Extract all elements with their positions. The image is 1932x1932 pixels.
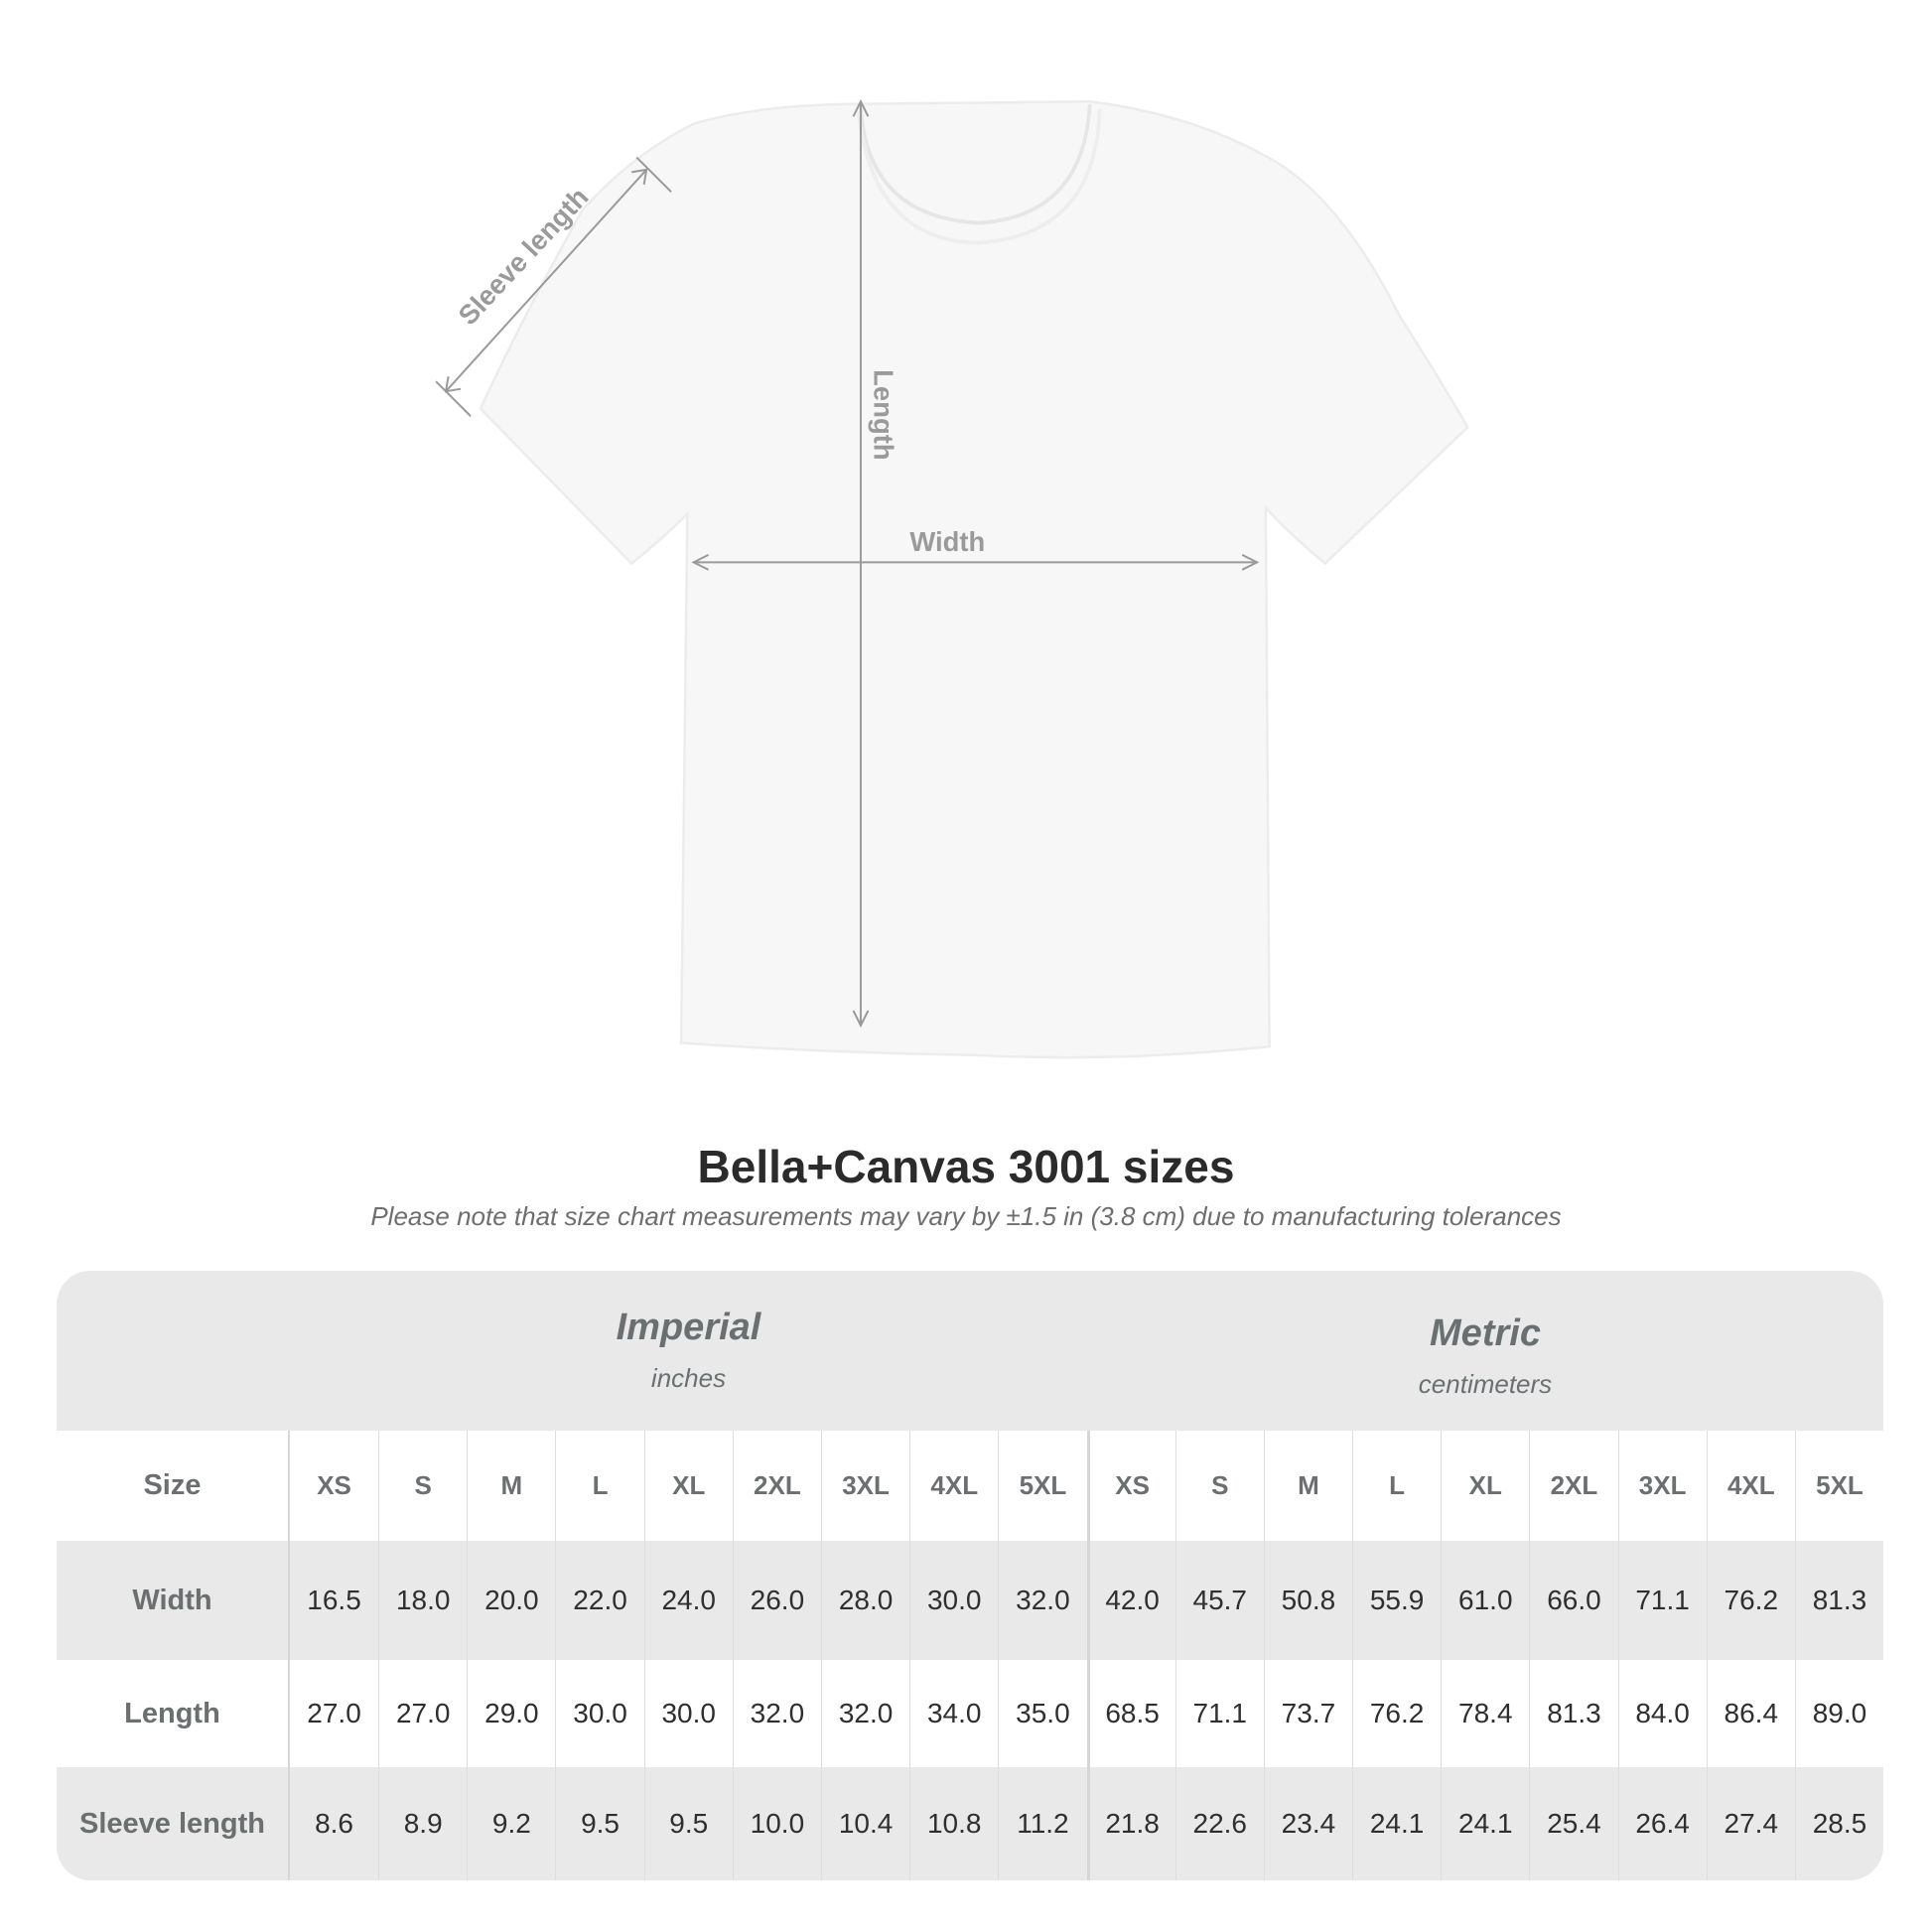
size-header-cell: 3XL [1617,1431,1707,1541]
table-cell: 45.7 [1174,1541,1264,1660]
table-cell: 28.0 [820,1541,909,1660]
table-cell: 71.1 [1617,1541,1707,1660]
table-cell: 84.0 [1617,1660,1707,1767]
tolerance-note: Please note that size chart measurements… [370,1201,1562,1231]
size-header-cell: L [555,1431,643,1541]
table-cell: 22.6 [1174,1767,1264,1880]
table-cell: 89.0 [1794,1660,1883,1767]
metric-header: Metric centimeters [1087,1312,1883,1400]
tshirt-illustration [479,100,1469,1059]
table-cell: 27.0 [307,1698,361,1728]
size-header-cell: 2XL [1529,1431,1617,1541]
size-header-cell: S [378,1431,467,1541]
table-cell: 8.6 [315,1808,353,1839]
size-header-cell: XL [1441,1431,1529,1541]
size-header-cell: XL [643,1431,733,1541]
row-label: Length [57,1660,290,1767]
table-cell: 26.0 [732,1541,821,1660]
size-header-cell: 4XL [1706,1431,1795,1541]
row-label: Width [57,1541,290,1660]
table-cell: 68.5 [1086,1660,1175,1767]
imperial-title: Imperial [616,1307,761,1348]
table-cell: 76.2 [1706,1541,1795,1660]
table-row-sleeve-length: Sleeve length 8.6 8.9 9.2 9.5 9.5 10.0 10.4 10.8… [57,1767,1883,1880]
size-header-cell: 2XL [732,1431,821,1541]
row-label: Size [57,1431,290,1541]
table-cell: 61.0 [1441,1541,1529,1660]
size-header-cell: XS [317,1470,351,1500]
table-cell: 23.4 [1263,1767,1352,1880]
table-cell: 32.0 [732,1660,821,1767]
table-cell: 32.0 [998,1541,1086,1660]
table-cell: 21.8 [1086,1767,1175,1880]
table-cell: 8.9 [378,1767,467,1880]
table-cell: 30.0 [909,1541,998,1660]
size-header-cell: XS [1086,1431,1175,1541]
size-header-row: Size XS S M L XL 2XL 3XL 4XL 5XL XS S M L XL 2XL 3XL 4XL 5… [57,1431,1883,1541]
table-cell: 9.2 [467,1767,555,1880]
size-header-cell: 4XL [909,1431,998,1541]
table-cell: 24.1 [1441,1767,1529,1880]
page-title: Bella+Canvas 3001 sizes [697,1141,1235,1192]
table-cell: 50.8 [1263,1541,1352,1660]
table-cell: 42.0 [1086,1541,1175,1660]
table-cell: 81.3 [1529,1660,1617,1767]
table-cell: 55.9 [1352,1541,1441,1660]
table-cell: 22.0 [555,1541,643,1660]
table-cell: 10.8 [909,1767,998,1880]
table-cell: 20.0 [467,1541,555,1660]
table-cell: 35.0 [998,1660,1086,1767]
size-header-cell: L [1352,1431,1441,1541]
table-cell: 29.0 [467,1660,555,1767]
table-cell: 11.2 [998,1767,1086,1880]
imperial-unit: inches [650,1363,727,1393]
table-cell: 73.7 [1263,1660,1352,1767]
table-cell: 28.5 [1794,1767,1883,1880]
table-cell: 86.4 [1706,1660,1795,1767]
table-cell: 10.4 [820,1767,909,1880]
table-cell: 9.5 [643,1767,733,1880]
table-row-width: Width 16.5 18.0 20.0 22.0 24.0 26.0 28.0 30.0 32.… [57,1541,1883,1660]
table-row-length: Length 27.0 27.0 29.0 30.0 30.0 32.0 32.0 34.0 35… [57,1660,1883,1767]
table-cell: 27.0 [378,1660,467,1767]
size-header-cell: 5XL [1794,1431,1883,1541]
table-cell: 10.0 [732,1767,821,1880]
length-label: Length [869,369,899,460]
table-cell: 78.4 [1441,1660,1529,1767]
table-cell: 66.0 [1529,1541,1617,1660]
table-cell: 26.4 [1617,1767,1707,1880]
row-label: Sleeve length [57,1767,290,1880]
table-cell: 81.3 [1794,1541,1883,1660]
table-cell: 24.1 [1352,1767,1441,1880]
size-header-cell: S [1174,1431,1264,1541]
size-table: Imperial inches Metric centimeters Size X… [57,1271,1883,1880]
table-cell: 34.0 [909,1660,998,1767]
table-cell: 18.0 [378,1541,467,1660]
width-label: Width [909,526,985,557]
size-header-cell: 3XL [820,1431,909,1541]
table-cell: 25.4 [1529,1767,1617,1880]
table-cell: 27.4 [1706,1767,1795,1880]
table-cell: 9.5 [555,1767,643,1880]
table-cell: 32.0 [820,1660,909,1767]
metric-title: Metric [1430,1312,1541,1354]
sleeve-line [445,169,647,392]
metric-unit: centimeters [1418,1369,1553,1399]
table-cell: 71.1 [1174,1660,1264,1767]
table-cell: 24.0 [643,1541,733,1660]
units-header-band [57,1271,1883,1431]
size-header-cell: M [1263,1431,1352,1541]
table-cell: 30.0 [555,1660,643,1767]
table-cell: 30.0 [643,1660,733,1767]
size-header-cell: M [467,1431,555,1541]
table-cell: 76.2 [1352,1660,1441,1767]
size-header-cell: 5XL [998,1431,1086,1541]
table-cell: 16.5 [307,1585,361,1615]
imperial-header: Imperial inches [290,1307,1087,1394]
